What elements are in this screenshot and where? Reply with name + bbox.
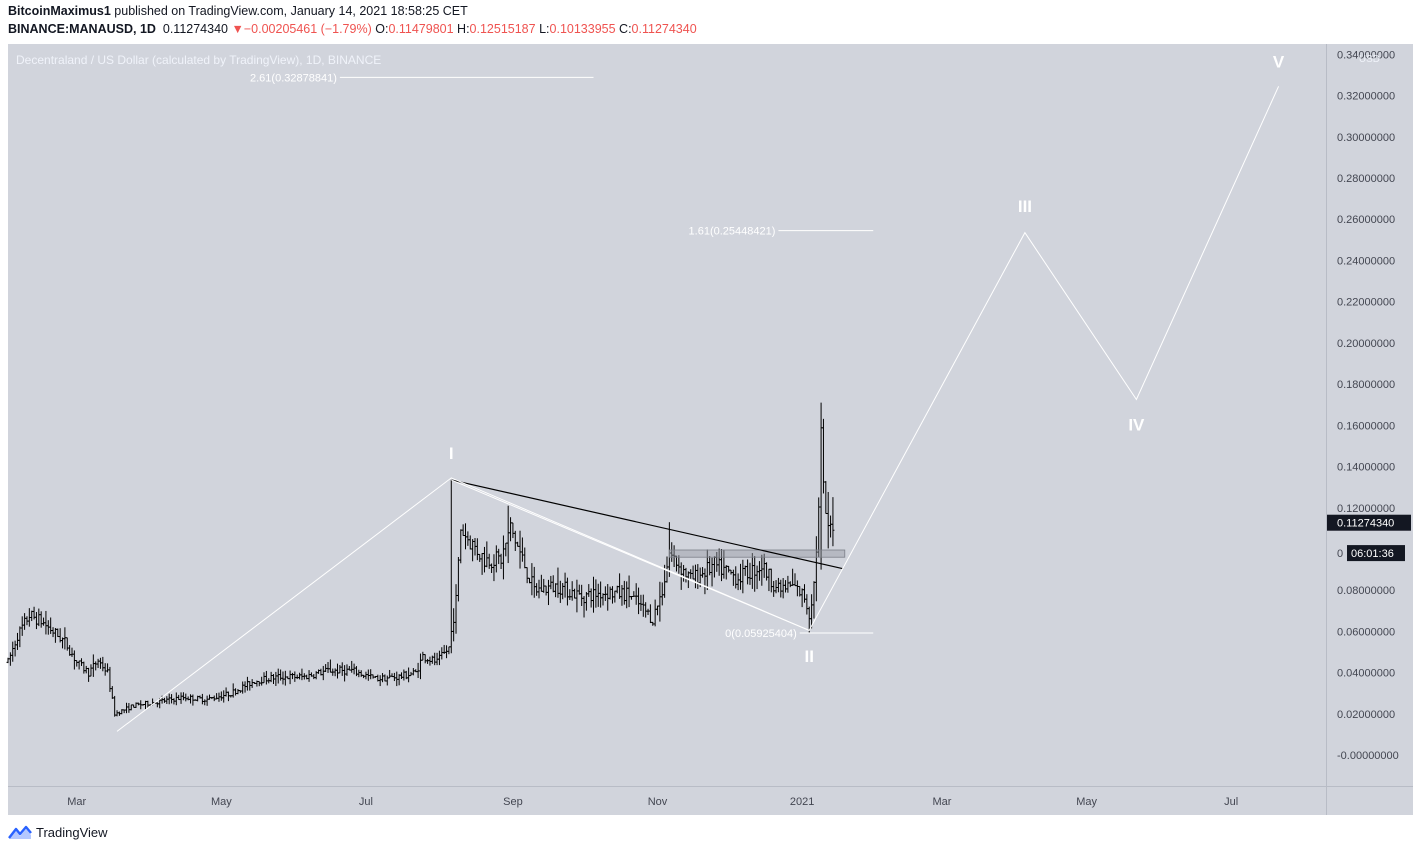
- price-tick-label: 0.16000000: [1337, 420, 1395, 432]
- countdown-badge: [1347, 545, 1405, 562]
- wave-label: III: [1018, 197, 1032, 216]
- symbol-info: BINANCE:MANAUSD, 1D 0.11274340 ▼−0.00205…: [8, 22, 697, 36]
- price-tick-label: 0.28000000: [1337, 173, 1395, 185]
- price-tick-label: 0.14000000: [1337, 462, 1395, 474]
- time-axis[interactable]: [8, 786, 1326, 815]
- support-zone: [668, 549, 846, 558]
- price-tick-label: 0.34000000: [1337, 49, 1395, 61]
- time-tick-label: May: [1076, 796, 1097, 808]
- axis-corner: [1326, 786, 1413, 815]
- time-tick-label: Jul: [359, 796, 373, 808]
- published-text: published on TradingView.com, January 14…: [114, 4, 468, 18]
- price-tick-label: -0.00000000: [1337, 750, 1399, 762]
- wave-label: I: [449, 444, 454, 463]
- price-change: −0.00205461 (−1.79%): [243, 22, 372, 36]
- countdown-label: 06:01:36: [1351, 548, 1394, 560]
- last-price: 0.11274340: [162, 22, 228, 36]
- price-tick-label: 0.32000000: [1337, 91, 1395, 103]
- pane-title: Decentraland / US Dollar (calculated by …: [16, 53, 382, 67]
- publish-info: BitcoinMaximus1 published on TradingView…: [8, 4, 468, 18]
- wave-label: IV: [1128, 415, 1145, 434]
- chart-pane[interactable]: [8, 44, 1326, 786]
- time-tick-label: Mar: [933, 796, 952, 808]
- wave-label: V: [1273, 53, 1285, 72]
- current-price-badge: [1327, 514, 1411, 531]
- currency-label: USD: [1359, 54, 1380, 65]
- low-label: L:: [539, 22, 550, 36]
- footer-brand-text: TradingView: [36, 824, 108, 840]
- price-tick-label: 0.22000000: [1337, 297, 1395, 309]
- price-axis[interactable]: [1326, 44, 1413, 786]
- triangle-upper-line: [451, 479, 843, 570]
- price-tick-label: 0.30000000: [1337, 132, 1395, 144]
- price-tick-label: 0.12000000: [1337, 503, 1395, 515]
- price-tick-label: 0.08000000: [1337, 585, 1395, 597]
- author-name: BitcoinMaximus1: [8, 4, 111, 18]
- fib-level-label: 0(0.05925404): [725, 628, 797, 640]
- time-tick-label: May: [211, 796, 232, 808]
- time-tick-label: Mar: [67, 796, 86, 808]
- tradingview-logo-icon: [8, 825, 32, 839]
- price-tick-label: 0.18000000: [1337, 379, 1395, 391]
- close-label: C:: [619, 22, 632, 36]
- price-tick-label: 0.24000000: [1337, 255, 1395, 267]
- high-label: H:: [457, 22, 470, 36]
- open-label: O:: [375, 22, 389, 36]
- price-tick-label: 0.06000000: [1337, 626, 1395, 638]
- time-tick-label: Jul: [1224, 796, 1238, 808]
- down-arrow-icon: ▼: [231, 22, 244, 36]
- footer-brand[interactable]: TradingView: [8, 824, 108, 840]
- price-tick-label: 0.02000000: [1337, 709, 1395, 721]
- fib-level-label: 1.61(0.25448421): [689, 226, 776, 238]
- fib-level-label: 2.61(0.32878841): [250, 72, 337, 84]
- close-value: 0.11274340: [631, 22, 697, 36]
- elliott-wave-path: [116, 86, 1280, 732]
- price-tick-label: 0.20000000: [1337, 338, 1395, 350]
- time-tick-label: Sep: [503, 796, 523, 808]
- wave-label: II: [805, 647, 814, 666]
- open-value: 0.11479801: [388, 22, 454, 36]
- current-price-label: 0.11274340: [1337, 518, 1394, 530]
- time-tick-label: Nov: [648, 796, 668, 808]
- countdown-price-text: 0: [1337, 548, 1343, 560]
- time-tick-label: 2021: [790, 796, 814, 808]
- high-value: 0.12515187: [469, 22, 536, 36]
- price-tick-label: 0.26000000: [1337, 214, 1395, 226]
- low-value: 0.10133955: [549, 22, 616, 36]
- price-tick-label: 0.04000000: [1337, 668, 1395, 680]
- symbol-name: BINANCE:MANAUSD, 1D: [8, 22, 156, 36]
